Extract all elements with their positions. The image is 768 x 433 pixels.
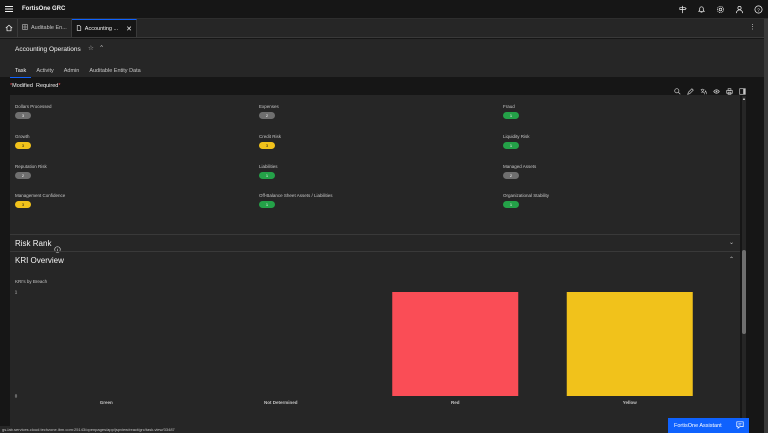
hamburger-menu-icon[interactable] bbox=[0, 0, 18, 19]
risk-field-label: Dollars Processed bbox=[15, 104, 52, 109]
risk-score-badge[interactable]: 1 bbox=[503, 142, 519, 149]
x-tick-label: Not Determined bbox=[264, 400, 298, 405]
tab-activity[interactable]: Activity bbox=[36, 68, 54, 74]
chevron-up-icon[interactable]: ⌃ bbox=[98, 45, 105, 52]
home-icon[interactable] bbox=[0, 19, 18, 37]
svg-text:?: ? bbox=[757, 7, 760, 13]
risk-score-badge[interactable]: 2 bbox=[503, 172, 519, 179]
close-icon[interactable]: ✕ bbox=[126, 25, 132, 33]
status-bar-url: gs-lab.services.cloud.techzone.ibm.com:2… bbox=[0, 426, 177, 433]
required-label: Required bbox=[36, 83, 59, 89]
tab-auditable-entity-data[interactable]: Auditable Entity Data bbox=[89, 68, 141, 74]
risk-field: Reputation Risk 2 bbox=[15, 164, 47, 179]
risk-field: Management Confidence 3 bbox=[15, 193, 66, 208]
risk-field: Credit Risk 3 bbox=[259, 134, 282, 149]
scroll-up-arrow-icon[interactable]: ▲ bbox=[742, 96, 746, 101]
tab-admin[interactable]: Admin bbox=[63, 68, 80, 74]
top-bar: FortisOne GRC ? bbox=[0, 0, 768, 19]
risk-field: Organizational Stability 1 bbox=[503, 193, 550, 208]
risk-field-label: Management Confidence bbox=[15, 193, 66, 198]
bar-yellow[interactable] bbox=[566, 292, 693, 396]
edit-pencil-icon[interactable] bbox=[687, 82, 694, 100]
modified-required-legend: *Modified Required* bbox=[10, 83, 61, 89]
risk-score-badge[interactable]: 1 bbox=[259, 201, 275, 208]
risk-score-badge[interactable]: 2 bbox=[15, 172, 31, 179]
page-header: Accounting Operations ☆ ⌃ Task Activity … bbox=[0, 39, 768, 78]
search-icon[interactable] bbox=[674, 82, 681, 100]
modified-label: Modified bbox=[12, 83, 33, 89]
risk-field-label: Reputation Risk bbox=[15, 164, 47, 169]
side-panel-icon[interactable] bbox=[739, 82, 746, 100]
assistant-label: FortisOne Assistant bbox=[674, 422, 722, 429]
window-tab-auditable-entity[interactable]: Auditable En... bbox=[18, 19, 72, 37]
risk-score-badge[interactable]: 1 bbox=[503, 201, 519, 208]
y-tick-label: 0 bbox=[15, 394, 18, 399]
overflow-menu-icon[interactable]: ⋮ bbox=[749, 24, 756, 31]
risk-field: Dollars Processed 3 bbox=[15, 104, 52, 119]
x-tick-label: Green bbox=[100, 400, 113, 405]
bar-red[interactable] bbox=[392, 292, 519, 396]
risk-score-badge[interactable]: 3 bbox=[15, 112, 31, 119]
window-tab-bar: Auditable En... Accounting ... ✕ ⋮ bbox=[0, 19, 768, 38]
info-icon[interactable] bbox=[54, 240, 61, 258]
window-edge bbox=[764, 19, 768, 433]
notification-icon[interactable] bbox=[695, 4, 707, 16]
risk-field-label: Expenses bbox=[259, 104, 279, 109]
x-tick-label: Yellow bbox=[623, 400, 638, 405]
main-content: Dollars Processed 3 Expenses 2 Fraud 1 Growth 3… bbox=[10, 95, 740, 433]
star-icon[interactable]: ☆ bbox=[88, 45, 94, 52]
kri-breach-chart: 1 0 Green Not Determined Red Yellow bbox=[15, 290, 693, 405]
risk-field: Expenses 2 bbox=[259, 104, 279, 119]
risk-score-badge[interactable]: 1 bbox=[259, 172, 275, 179]
risk-field-label: Credit Risk bbox=[259, 134, 282, 139]
risk-field: Off-Balance Sheet Assets / Liabilities 1 bbox=[259, 193, 333, 208]
user-profile-icon[interactable] bbox=[733, 4, 745, 16]
risk-field: Growth 3 bbox=[15, 134, 31, 149]
tab-task[interactable]: Task bbox=[10, 66, 32, 78]
app-brand: FortisOne GRC bbox=[22, 6, 66, 12]
risk-field: Liabilities 1 bbox=[259, 164, 278, 179]
risk-field-label: Organizational Stability bbox=[503, 193, 550, 198]
risk-field-label: Growth bbox=[15, 134, 30, 139]
kri-overview-title: KRI Overview bbox=[15, 256, 64, 265]
risk-field-label: Managed Assets bbox=[503, 164, 537, 169]
chat-icon bbox=[736, 421, 744, 431]
risk-field-label: Fraud bbox=[503, 104, 515, 109]
window-tab-label: Auditable En... bbox=[31, 25, 67, 31]
chart-title: KRI's by Breach bbox=[15, 279, 48, 284]
risk-field-label: Liquidity Risk bbox=[503, 134, 530, 139]
risk-score-badge[interactable]: 2 bbox=[259, 112, 275, 119]
window-tab-accounting[interactable]: Accounting ... ✕ bbox=[71, 19, 137, 37]
grid-icon bbox=[22, 24, 28, 32]
risk-score-badge[interactable]: 3 bbox=[15, 201, 31, 208]
risk-field: Liquidity Risk 1 bbox=[503, 134, 530, 149]
chevron-up-icon[interactable]: ⌃ bbox=[728, 257, 734, 263]
kri-overview-section[interactable]: KRI Overview ⌃ bbox=[10, 251, 740, 269]
risk-field: Fraud 1 bbox=[503, 104, 519, 119]
risk-rank-section[interactable]: Risk Rank ⌄ bbox=[10, 234, 740, 253]
risk-score-badge[interactable]: 1 bbox=[503, 112, 519, 119]
document-icon bbox=[76, 24, 82, 33]
settings-gear-icon[interactable] bbox=[714, 4, 726, 16]
scrollbar-thumb[interactable] bbox=[742, 250, 746, 334]
x-tick-label: Red bbox=[451, 400, 460, 405]
view-icon[interactable] bbox=[713, 82, 720, 100]
risk-field-label: Off-Balance Sheet Assets / Liabilities bbox=[259, 193, 333, 198]
risk-field-label: Liabilities bbox=[259, 164, 278, 169]
risk-score-badge[interactable]: 3 bbox=[15, 142, 31, 149]
page-title: Accounting Operations bbox=[15, 46, 81, 53]
print-icon[interactable] bbox=[726, 82, 733, 100]
window-tab-label: Accounting ... bbox=[84, 25, 119, 32]
risk-rank-title: Risk Rank bbox=[15, 239, 52, 248]
y-tick-label: 1 bbox=[15, 290, 18, 295]
record-toolbar: *Modified Required* bbox=[0, 79, 748, 95]
page-tabs: Task Activity Admin Auditable Entity Dat… bbox=[10, 66, 146, 78]
help-icon[interactable]: ? bbox=[752, 4, 764, 16]
risk-field: Managed Assets 2 bbox=[503, 164, 537, 179]
signpost-icon[interactable] bbox=[676, 4, 688, 16]
chevron-down-icon[interactable]: ⌄ bbox=[728, 240, 734, 246]
translate-icon[interactable] bbox=[700, 82, 708, 100]
risk-score-badge[interactable]: 3 bbox=[259, 142, 275, 149]
assistant-button[interactable]: FortisOne Assistant bbox=[668, 418, 749, 433]
